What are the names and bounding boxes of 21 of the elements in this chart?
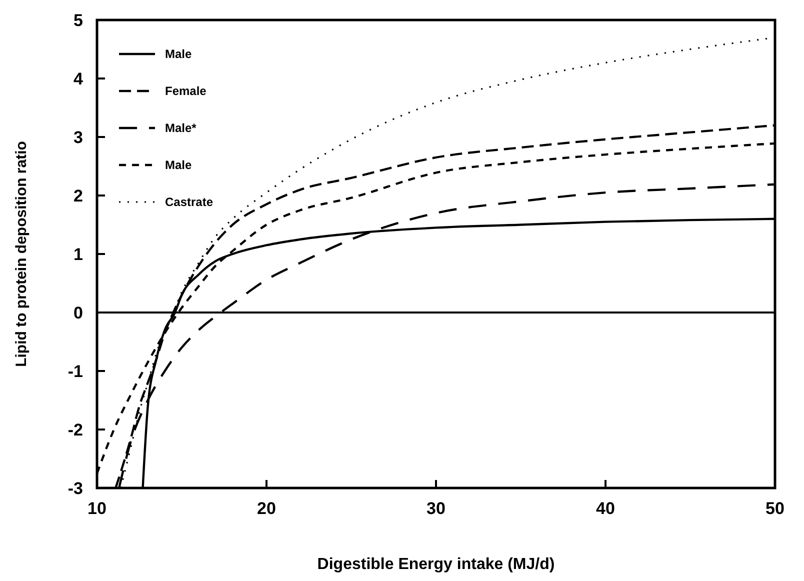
legend-label: Male bbox=[165, 47, 192, 62]
legend-label: Male bbox=[165, 158, 192, 172]
y-tick-label: -1 bbox=[68, 362, 83, 381]
y-tick-label: -2 bbox=[68, 420, 83, 440]
y-tick-label: 0 bbox=[74, 303, 83, 322]
legend-label: Female bbox=[165, 84, 207, 98]
x-tick-label: 20 bbox=[257, 499, 276, 518]
y-axis-title: Lipid to protein deposition ratio bbox=[13, 141, 30, 367]
x-tick-label: 10 bbox=[88, 499, 106, 518]
y-tick-label: 3 bbox=[74, 128, 83, 147]
x-tick-label: 40 bbox=[596, 499, 615, 518]
legend-label: Male* bbox=[165, 121, 197, 136]
y-tick-label: 4 bbox=[74, 69, 84, 88]
y-tick-label: -3 bbox=[68, 478, 83, 498]
x-tick-label: 30 bbox=[426, 499, 446, 518]
x-tick-label: 50 bbox=[766, 499, 784, 518]
legend-label: Castrate bbox=[165, 195, 214, 210]
y-tick-label: 1 bbox=[74, 244, 83, 264]
x-axis-title: Digestible Energy intake (MJ/d) bbox=[317, 556, 555, 573]
y-tick-label: 2 bbox=[74, 186, 83, 206]
y-tick-label: 5 bbox=[74, 10, 83, 30]
